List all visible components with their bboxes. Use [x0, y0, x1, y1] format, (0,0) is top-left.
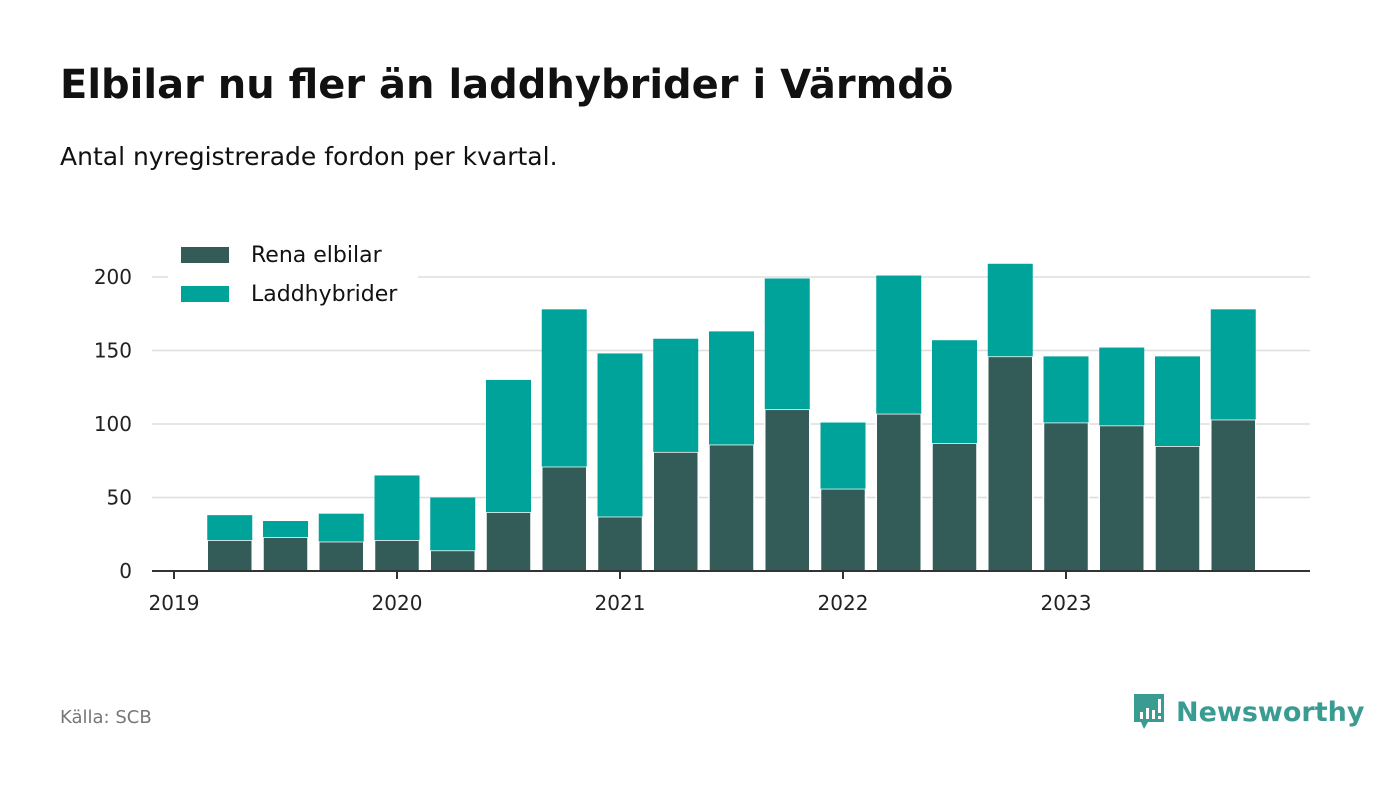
bar-rena-elbilar: [1210, 418, 1257, 572]
bar-rena-elbilar: [429, 549, 476, 572]
bar-laddhybrider: [764, 278, 810, 410]
bar-rena-elbilar: [262, 536, 309, 572]
y-tick-label: 0: [119, 559, 132, 583]
bar-laddhybrider: [430, 497, 476, 551]
bar-rena-elbilar: [1098, 424, 1145, 572]
y-tick-label: 150: [94, 339, 132, 363]
bar-laddhybrider: [486, 379, 531, 513]
bar-laddhybrider: [597, 353, 643, 517]
bar-laddhybrider: [987, 263, 1033, 357]
legend-label: Rena elbilar: [251, 243, 383, 268]
x-tick-label: 2023: [1041, 591, 1092, 615]
logo-text: Newsworthy: [1176, 696, 1365, 728]
bar-laddhybrider: [1210, 309, 1256, 420]
y-tick-label: 200: [94, 265, 132, 289]
x-tick-label: 2020: [372, 591, 423, 615]
bar-rena-elbilar: [318, 540, 365, 572]
legend-label: Laddhybrider: [251, 282, 398, 307]
bar-rena-elbilar: [652, 451, 699, 572]
x-tick-label: 2019: [149, 591, 200, 615]
bar-laddhybrider: [1155, 356, 1200, 447]
bar-rena-elbilar: [875, 412, 922, 572]
bar-rena-elbilar: [485, 511, 532, 572]
y-tick-label: 100: [94, 412, 132, 436]
newsworthy-logo-icon: [1134, 694, 1164, 729]
bar-laddhybrider: [1099, 347, 1145, 426]
bar-rena-elbilar: [373, 539, 421, 572]
bar-laddhybrider: [207, 515, 253, 541]
legend-swatch: [181, 247, 229, 263]
bar-rena-elbilar: [764, 408, 811, 572]
bar-laddhybrider: [653, 338, 699, 452]
bar-laddhybrider: [1043, 356, 1089, 423]
bar-rena-elbilar: [1154, 445, 1201, 572]
bar-laddhybrider: [876, 275, 922, 414]
bar-laddhybrider: [932, 340, 977, 444]
bar-laddhybrider: [318, 513, 364, 542]
chart-subtitle: Antal nyregistrerade fordon per kvartal.: [60, 142, 558, 171]
bar-laddhybrider: [820, 422, 866, 489]
legend-swatch: [181, 286, 229, 302]
y-tick-label: 50: [107, 486, 132, 510]
bar-laddhybrider: [263, 521, 308, 538]
chart-title: Elbilar nu fler än laddhybrider i Värmdö: [60, 62, 954, 108]
bar-laddhybrider: [709, 331, 754, 445]
bar-rena-elbilar: [541, 465, 588, 572]
bar-rena-elbilar: [596, 515, 644, 572]
bar-rena-elbilar: [708, 443, 755, 572]
bar-rena-elbilar: [987, 355, 1034, 572]
x-tick-label: 2021: [595, 591, 646, 615]
bar-rena-elbilar: [931, 442, 978, 572]
bar-rena-elbilar: [1042, 421, 1090, 572]
newsworthy-logo: Newsworthy: [1132, 692, 1364, 732]
stacked-bar-chart: 0 50 100 150 200 2019 2020 2021 2022 2023 Rena elb…: [93, 243, 1310, 615]
bar-laddhybrider: [374, 475, 420, 541]
x-tick-label: 2022: [818, 591, 869, 615]
bar-rena-elbilar: [819, 487, 867, 572]
source-note: Källa: SCB: [60, 707, 152, 728]
bar-laddhybrider: [541, 309, 587, 467]
bar-rena-elbilar: [206, 539, 253, 572]
